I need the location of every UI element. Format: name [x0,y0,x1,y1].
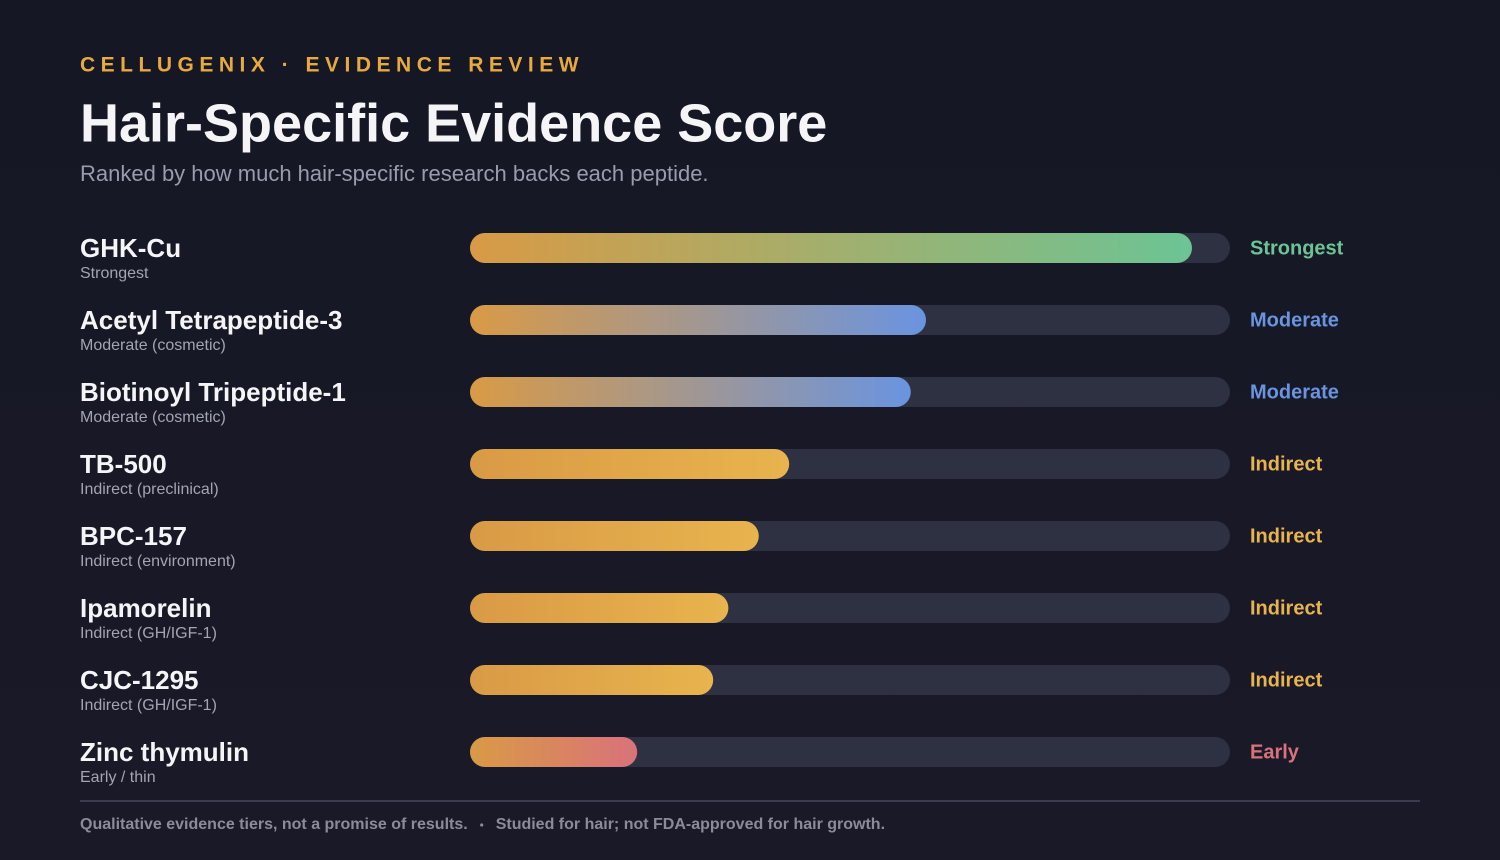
peptide-description: Indirect (preclinical) [80,481,219,498]
tier-label: Early [1250,741,1300,763]
footnote-separator [480,823,484,827]
chart-title: Hair-Specific Evidence Score [80,93,827,153]
peptide-description: Indirect (GH/IGF-1) [80,625,217,642]
peptide-name: Ipamorelin [80,593,211,623]
bar [470,665,714,695]
peptide-description: Strongest [80,265,149,282]
peptide-name: Biotinoyl Tripeptide-1 [80,377,346,407]
bar [470,737,638,767]
peptide-description: Moderate (cosmetic) [80,409,226,426]
bar [470,593,729,623]
peptide-description: Moderate (cosmetic) [80,337,226,354]
bar [470,377,911,407]
bar-track [470,737,1230,767]
peptide-name: Acetyl Tetrapeptide-3 [80,305,342,335]
kicker: CELLUGENIX · EVIDENCE REVIEW [80,54,584,77]
peptide-description: Early / thin [80,769,156,786]
footnote: Studied for hair; not FDA-approved for h… [496,816,885,833]
peptide-name: TB-500 [80,449,167,479]
tier-label: Indirect [1250,525,1323,547]
bar [470,233,1192,263]
tier-label: Moderate [1250,309,1339,331]
bar [470,305,926,335]
peptide-name: BPC-157 [80,521,187,551]
peptide-description: Indirect (environment) [80,553,236,570]
bar [470,521,759,551]
tier-label: Indirect [1250,453,1323,475]
chart-subtitle: Ranked by how much hair-specific researc… [80,161,709,186]
peptide-name: GHK-Cu [80,233,181,263]
peptide-name: CJC-1295 [80,665,199,695]
tier-label: Indirect [1250,597,1323,619]
peptide-description: Indirect (GH/IGF-1) [80,697,217,714]
tier-label: Indirect [1250,669,1323,691]
footnote: Qualitative evidence tiers, not a promis… [80,816,468,833]
peptide-name: Zinc thymulin [80,737,249,767]
tier-label: Strongest [1250,237,1344,259]
tier-label: Moderate [1250,381,1339,403]
bar [470,449,790,479]
